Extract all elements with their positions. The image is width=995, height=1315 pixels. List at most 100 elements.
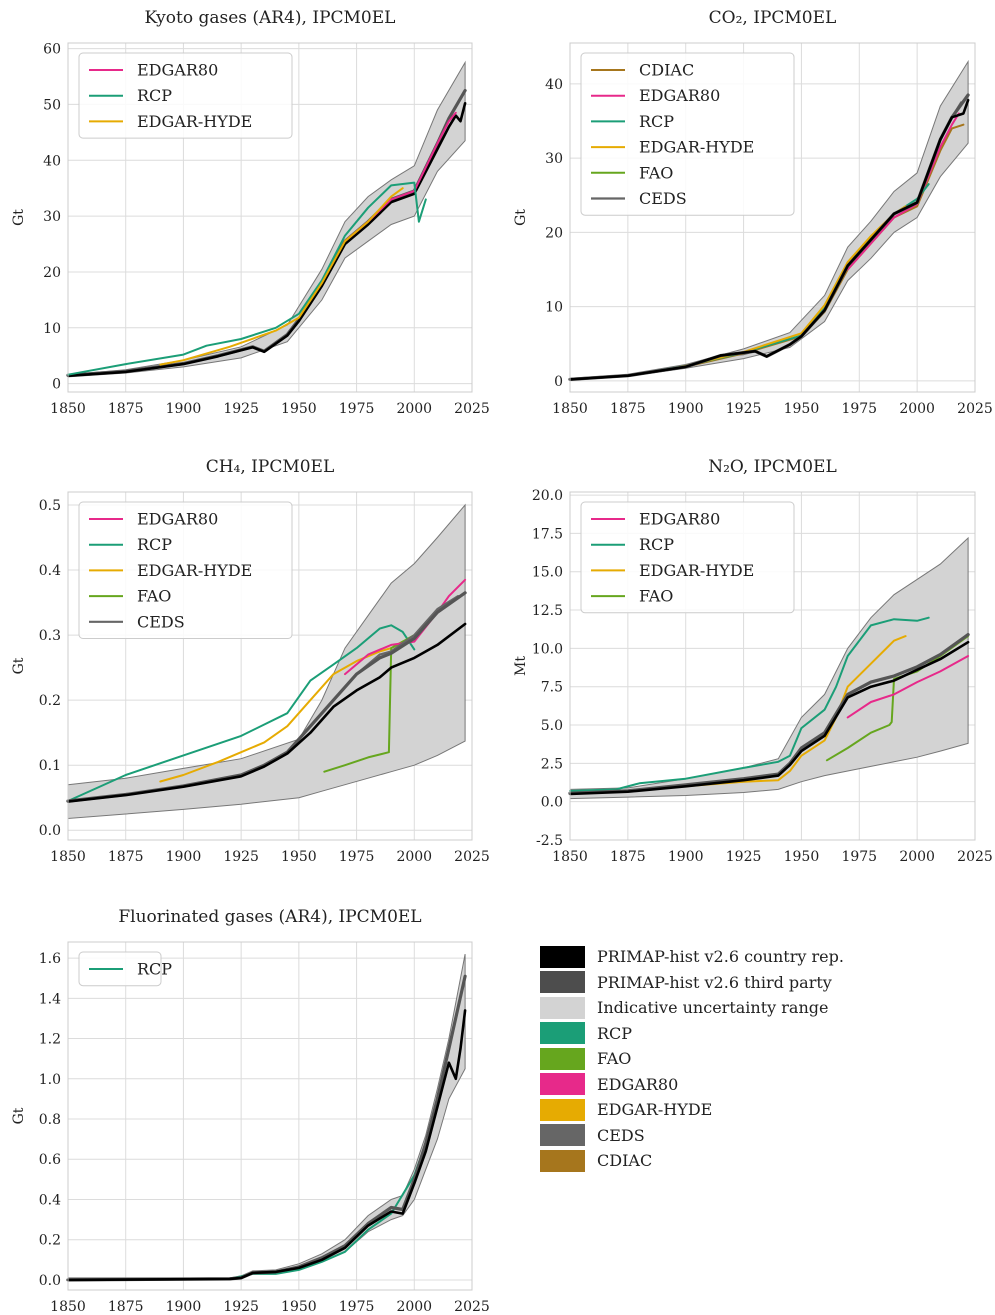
legend-label-edgar-hyde: EDGAR-HYDE <box>639 138 754 157</box>
x-tick-label: 2025 <box>957 401 993 417</box>
legend-box <box>78 52 293 139</box>
series-line-primap-hist-v2-6-country-rep <box>66 622 467 803</box>
legend-label-rcp: RCP <box>137 960 172 979</box>
chart-legend: EDGAR80 RCP EDGAR-HYDE <box>78 52 293 139</box>
global-legend-item: PRIMAP-hist v2.6 third party <box>540 970 844 996</box>
x-tick-label: 1850 <box>552 401 588 417</box>
series-line-rcp <box>67 181 427 376</box>
x-tick-label: 1975 <box>841 401 877 417</box>
x-tick-label: 1950 <box>281 849 317 865</box>
y-tick-label: 40 <box>545 77 563 93</box>
y-axis-label: Mt <box>513 656 529 676</box>
x-tick-label: 1950 <box>784 849 820 865</box>
legend-label-edgar80: EDGAR80 <box>639 86 720 105</box>
plot-frame <box>569 42 976 393</box>
x-tick-label: 1975 <box>339 401 375 417</box>
y-tick-label: 0.3 <box>39 628 61 644</box>
global-legend-label: EDGAR-HYDE <box>597 1100 713 1120</box>
global-legend-swatch <box>540 1047 585 1070</box>
y-tick-label: 40 <box>43 153 61 169</box>
legend-label-fao: FAO <box>639 163 673 182</box>
series-line-primap-hist-v2-6-country-rep <box>568 98 970 381</box>
global-legend-swatch <box>540 971 585 994</box>
y-tick-label: 20 <box>43 265 61 281</box>
y-tick-label: 10.0 <box>532 641 563 657</box>
y-tick-label: 5.0 <box>541 718 563 734</box>
y-tick-label: 0.0 <box>39 1273 61 1289</box>
x-tick-label: 2000 <box>396 401 432 417</box>
plot-frame <box>569 491 976 841</box>
series-line-rcp <box>67 624 416 802</box>
y-tick-label: 20 <box>545 225 563 241</box>
legend-label-edgar80: EDGAR80 <box>137 61 218 80</box>
y-tick-label: 0.8 <box>39 1112 61 1128</box>
x-tick-label: 1900 <box>668 401 704 417</box>
y-tick-label: 0.6 <box>39 1152 61 1168</box>
legend-label-edgar-hyde: EDGAR-HYDE <box>639 561 754 580</box>
y-tick-label: 60 <box>43 42 61 58</box>
x-tick-label: 2025 <box>957 849 993 865</box>
y-axis-label: Gt <box>11 209 27 226</box>
x-tick-label: 1950 <box>784 401 820 417</box>
global-legend-swatch <box>540 945 585 968</box>
global-legend-swatch <box>540 1124 585 1147</box>
y-tick-label: 0 <box>554 374 563 390</box>
y-tick-label: 7.5 <box>541 680 563 696</box>
x-tick-label: 1950 <box>281 1299 317 1315</box>
plot-frame <box>67 42 473 393</box>
x-tick-label: 2000 <box>396 849 432 865</box>
global-legend-item: CEDS <box>540 1123 844 1149</box>
global-legend-item: FAO <box>540 1046 844 1072</box>
global-legend-item: CDIAC <box>540 1148 844 1174</box>
series-line-rcp <box>569 616 930 792</box>
chart-title: Kyoto gases (AR4), IPCM0EL <box>145 8 396 28</box>
chart-title: N₂O, IPCM0EL <box>708 457 837 477</box>
global-legend-swatch <box>540 996 585 1019</box>
global-legend-label: PRIMAP-hist v2.6 country rep. <box>597 947 844 967</box>
y-tick-label: 2.5 <box>541 756 563 772</box>
y-tick-label: 0 <box>52 377 61 393</box>
y-tick-label: 1.0 <box>39 1072 61 1088</box>
legend-box <box>78 501 293 639</box>
x-tick-label: 1950 <box>281 401 317 417</box>
y-tick-label: 20.0 <box>532 488 563 504</box>
legend-label-edgar80: EDGAR80 <box>639 510 720 529</box>
y-tick-label: 0.4 <box>39 1192 61 1208</box>
chart-legend: CDIAC EDGAR80 RCP EDGAR-HYDE FAO CEDS <box>580 52 795 216</box>
x-tick-label: 1875 <box>108 849 144 865</box>
global-legend-label: FAO <box>597 1049 632 1069</box>
legend-label-ceds: CEDS <box>137 612 185 631</box>
y-tick-label: 12.5 <box>532 603 563 619</box>
x-tick-label: 1900 <box>166 1299 202 1315</box>
global-legend-label: EDGAR80 <box>597 1074 679 1094</box>
chart-title: Fluorinated gases (AR4), IPCM0EL <box>118 907 421 927</box>
x-tick-label: 1975 <box>841 849 877 865</box>
x-tick-label: 1875 <box>610 401 646 417</box>
series-line-primap-hist-v2-6-third-party <box>568 633 970 795</box>
x-tick-label: 1875 <box>108 401 144 417</box>
chart-title: CO₂, IPCM0EL <box>709 8 837 28</box>
y-tick-label: -2.5 <box>536 833 563 849</box>
x-tick-label: 1850 <box>552 849 588 865</box>
legend-label-rcp: RCP <box>137 86 172 105</box>
global-legend-item: RCP <box>540 1021 844 1047</box>
legend-label-edgar-hyde: EDGAR-HYDE <box>137 561 252 580</box>
global-legend-label: PRIMAP-hist v2.6 third party <box>597 972 832 992</box>
y-tick-label: 0.0 <box>541 795 563 811</box>
x-tick-label: 2025 <box>454 1299 490 1315</box>
global-legend-swatch <box>540 1073 585 1096</box>
y-tick-label: 0.5 <box>39 498 61 514</box>
y-tick-label: 1.2 <box>39 1032 61 1048</box>
y-tick-label: 0.1 <box>39 758 61 774</box>
x-tick-label: 1850 <box>50 849 86 865</box>
y-tick-label: 10 <box>43 321 61 337</box>
global-legend-label: CDIAC <box>597 1151 653 1171</box>
x-tick-label: 1925 <box>223 401 259 417</box>
x-tick-label: 2000 <box>899 401 935 417</box>
legend-box <box>580 501 795 614</box>
plot-frame <box>67 941 473 1291</box>
global-legend-label: Indicative uncertainty range <box>597 998 829 1018</box>
global-legend-label: RCP <box>597 1023 633 1043</box>
x-tick-label: 1975 <box>339 849 375 865</box>
